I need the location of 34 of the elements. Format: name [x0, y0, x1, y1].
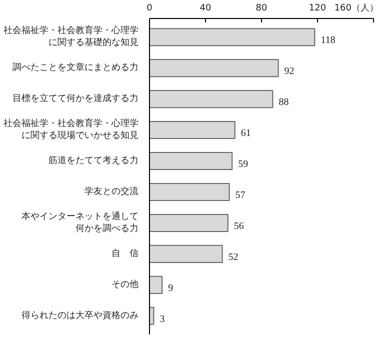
y-tick-label: 本やインターネットを通して何かを調べる力 — [22, 210, 138, 234]
x-tick-label: 120 — [308, 4, 326, 14]
data-label: 92 — [284, 66, 294, 78]
data-label: 118 — [320, 35, 336, 46]
bar — [150, 182, 230, 202]
y-tick-label: 自 信 — [112, 248, 138, 259]
y-tick-label: 筋道をたてて考える力 — [48, 155, 138, 166]
bar — [150, 214, 228, 232]
data-label: 61 — [240, 128, 251, 140]
bar — [150, 59, 279, 78]
data-label: 88 — [278, 97, 289, 108]
data-label: 56 — [234, 220, 244, 232]
data-label: 9 — [168, 282, 174, 294]
y-tick-label: その他 — [112, 278, 138, 290]
y-tick-label: 調べたことを文章にまとめる力 — [12, 62, 138, 74]
x-tick-label: 0 — [146, 4, 153, 14]
bar — [150, 121, 236, 140]
data-label: 52 — [228, 252, 238, 263]
bar — [150, 90, 274, 108]
x-tick-label: 80 — [256, 4, 268, 14]
y-tick-label: 学友との交流 — [84, 186, 138, 197]
bar — [150, 152, 233, 170]
bar — [150, 244, 223, 263]
data-label: 57 — [235, 190, 246, 201]
y-tick-label: 目標を立てて何かを達成する力 — [12, 93, 138, 104]
y-tick-label: 社会福祉学・社会教育学・心理学に関する現場でいかせる知見 — [4, 118, 138, 142]
x-tick-label: 40 — [200, 4, 212, 14]
bar — [150, 276, 163, 294]
x-tick-label: 160（人） — [334, 2, 379, 14]
data-label: 59 — [238, 159, 248, 170]
y-tick-label: 社会福祉学・社会教育学・心理学に関する基礎的な知見 — [4, 25, 138, 48]
y-tick-label: 得られたのは大卒や資格のみ — [22, 310, 138, 321]
data-label: 3 — [160, 314, 165, 325]
bar — [150, 28, 316, 46]
